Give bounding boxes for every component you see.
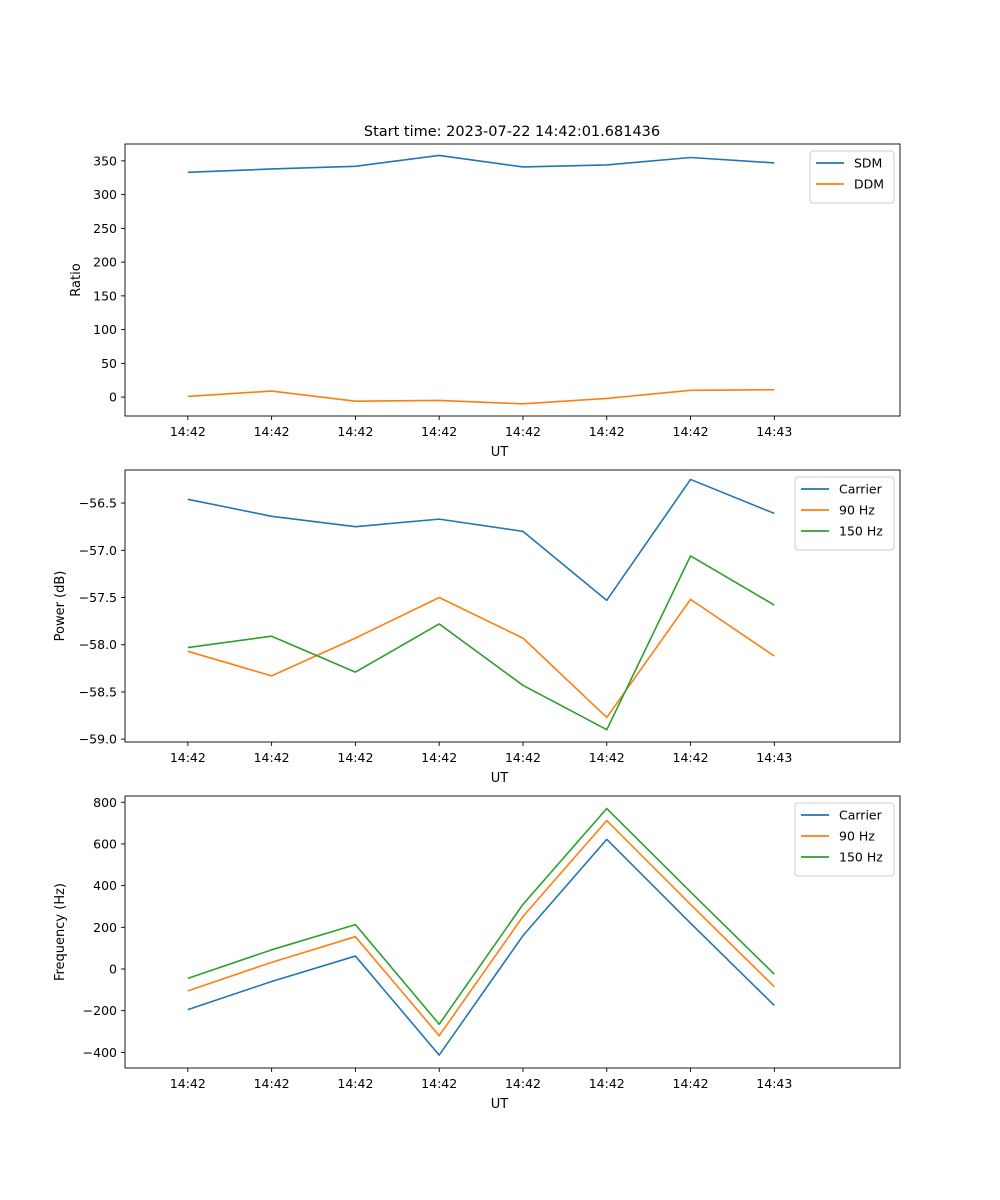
y-tick-label: 400: [93, 878, 117, 893]
y-tick-label: −400: [83, 1045, 117, 1060]
subplot-1: 14:42 14:42 14:42 14:42 14:42 14:42 14:42 14:43…: [69, 143, 901, 460]
x-tick-label: 14:42: [589, 424, 625, 439]
series-line-sdm: [187, 154, 775, 174]
series-line-90-hz: [187, 819, 775, 1037]
legend: Carrier 90 Hz 150 Hz: [794, 476, 895, 551]
x-tick-label: 14:42: [337, 424, 373, 439]
subplot-2: 14:42 14:42 14:42 14:42 14:42 14:42 14:42 14:43…: [53, 469, 901, 786]
y-tick-label: 600: [93, 836, 117, 851]
y-tick-label: −59.0: [79, 732, 117, 747]
series-line-150-hz: [187, 555, 775, 731]
x-tick-label: 14:42: [170, 750, 206, 765]
legend: Carrier 90 Hz 150 Hz: [794, 802, 895, 877]
y-tick-label: −58.0: [79, 637, 117, 652]
legend-label: 150 Hz: [839, 524, 883, 539]
axes-frame: [124, 795, 901, 1069]
legend-label: SDM: [854, 156, 882, 171]
y-tick-label: 250: [93, 221, 117, 236]
x-tick-label: 14:42: [170, 424, 206, 439]
legend-label: 150 Hz: [839, 850, 883, 865]
x-tick-label: 14:43: [756, 750, 792, 765]
x-tick-label: 14:42: [254, 424, 290, 439]
y-axis-label: Power (dB): [53, 571, 68, 642]
y-tick-label: 800: [93, 795, 117, 810]
y-tick-label: 350: [93, 153, 117, 168]
x-tick-label: 14:42: [170, 1076, 206, 1091]
series-line-carrier: [187, 478, 775, 602]
series-line-carrier: [187, 838, 775, 1056]
y-tick-label: −57.0: [79, 543, 117, 558]
x-tick-label: 14:42: [589, 750, 625, 765]
y-axis-label: Ratio: [69, 263, 84, 296]
x-axis-label: UT: [491, 771, 509, 786]
y-tick-label: −56.5: [79, 496, 117, 511]
x-tick-label: 14:42: [505, 424, 541, 439]
x-tick-label: 14:43: [756, 424, 792, 439]
x-tick-label: 14:42: [337, 1076, 373, 1091]
legend-box: [809, 150, 895, 204]
x-tick-label: 14:42: [254, 750, 290, 765]
series-line-ddm: [187, 388, 775, 405]
x-tick-label: 14:43: [756, 1076, 792, 1091]
x-axis-label: UT: [491, 1097, 509, 1112]
x-tick-label: 14:42: [505, 1076, 541, 1091]
y-tick-label: 150: [93, 288, 117, 303]
subplot-3: 14:42 14:42 14:42 14:42 14:42 14:42 14:42 14:43…: [53, 795, 901, 1112]
series-line-150-hz: [187, 807, 775, 1026]
x-tick-label: 14:42: [254, 1076, 290, 1091]
x-tick-label: 14:42: [337, 750, 373, 765]
y-tick-label: 50: [101, 356, 117, 371]
y-tick-label: 200: [93, 255, 117, 270]
x-axis-label: UT: [491, 445, 509, 460]
y-tick-label: −57.5: [79, 590, 117, 605]
y-axis-label: Frequency (Hz): [53, 883, 68, 981]
x-tick-label: 14:42: [421, 1076, 457, 1091]
x-tick-label: 14:42: [589, 1076, 625, 1091]
axes-frame: [124, 469, 901, 743]
y-tick-label: −58.5: [79, 684, 117, 699]
y-tick-label: 300: [93, 187, 117, 202]
y-tick-label: 200: [93, 920, 117, 935]
x-tick-label: 14:42: [673, 424, 709, 439]
x-tick-label: 14:42: [505, 750, 541, 765]
x-tick-label: 14:42: [421, 750, 457, 765]
legend-label: Carrier: [839, 482, 883, 497]
y-tick-label: −200: [83, 1003, 117, 1018]
y-tick-label: 0: [109, 390, 117, 405]
figure-title: Start time: 2023-07-22 14:42:01.681436: [364, 124, 660, 140]
x-tick-label: 14:42: [673, 750, 709, 765]
subplots: 14:42 14:42 14:42 14:42 14:42 14:42 14:42 14:43…: [53, 143, 901, 1112]
legend-label: 90 Hz: [839, 503, 875, 518]
axes-frame: [124, 143, 901, 417]
legend-label: Carrier: [839, 808, 883, 823]
y-tick-label: 0: [109, 961, 117, 976]
legend-label: DDM: [854, 177, 884, 192]
y-tick-label: 100: [93, 322, 117, 337]
x-tick-label: 14:42: [421, 424, 457, 439]
x-tick-label: 14:42: [673, 1076, 709, 1091]
legend-label: 90 Hz: [839, 829, 875, 844]
legend: SDM DDM: [809, 150, 895, 204]
series-line-90-hz: [187, 596, 775, 719]
